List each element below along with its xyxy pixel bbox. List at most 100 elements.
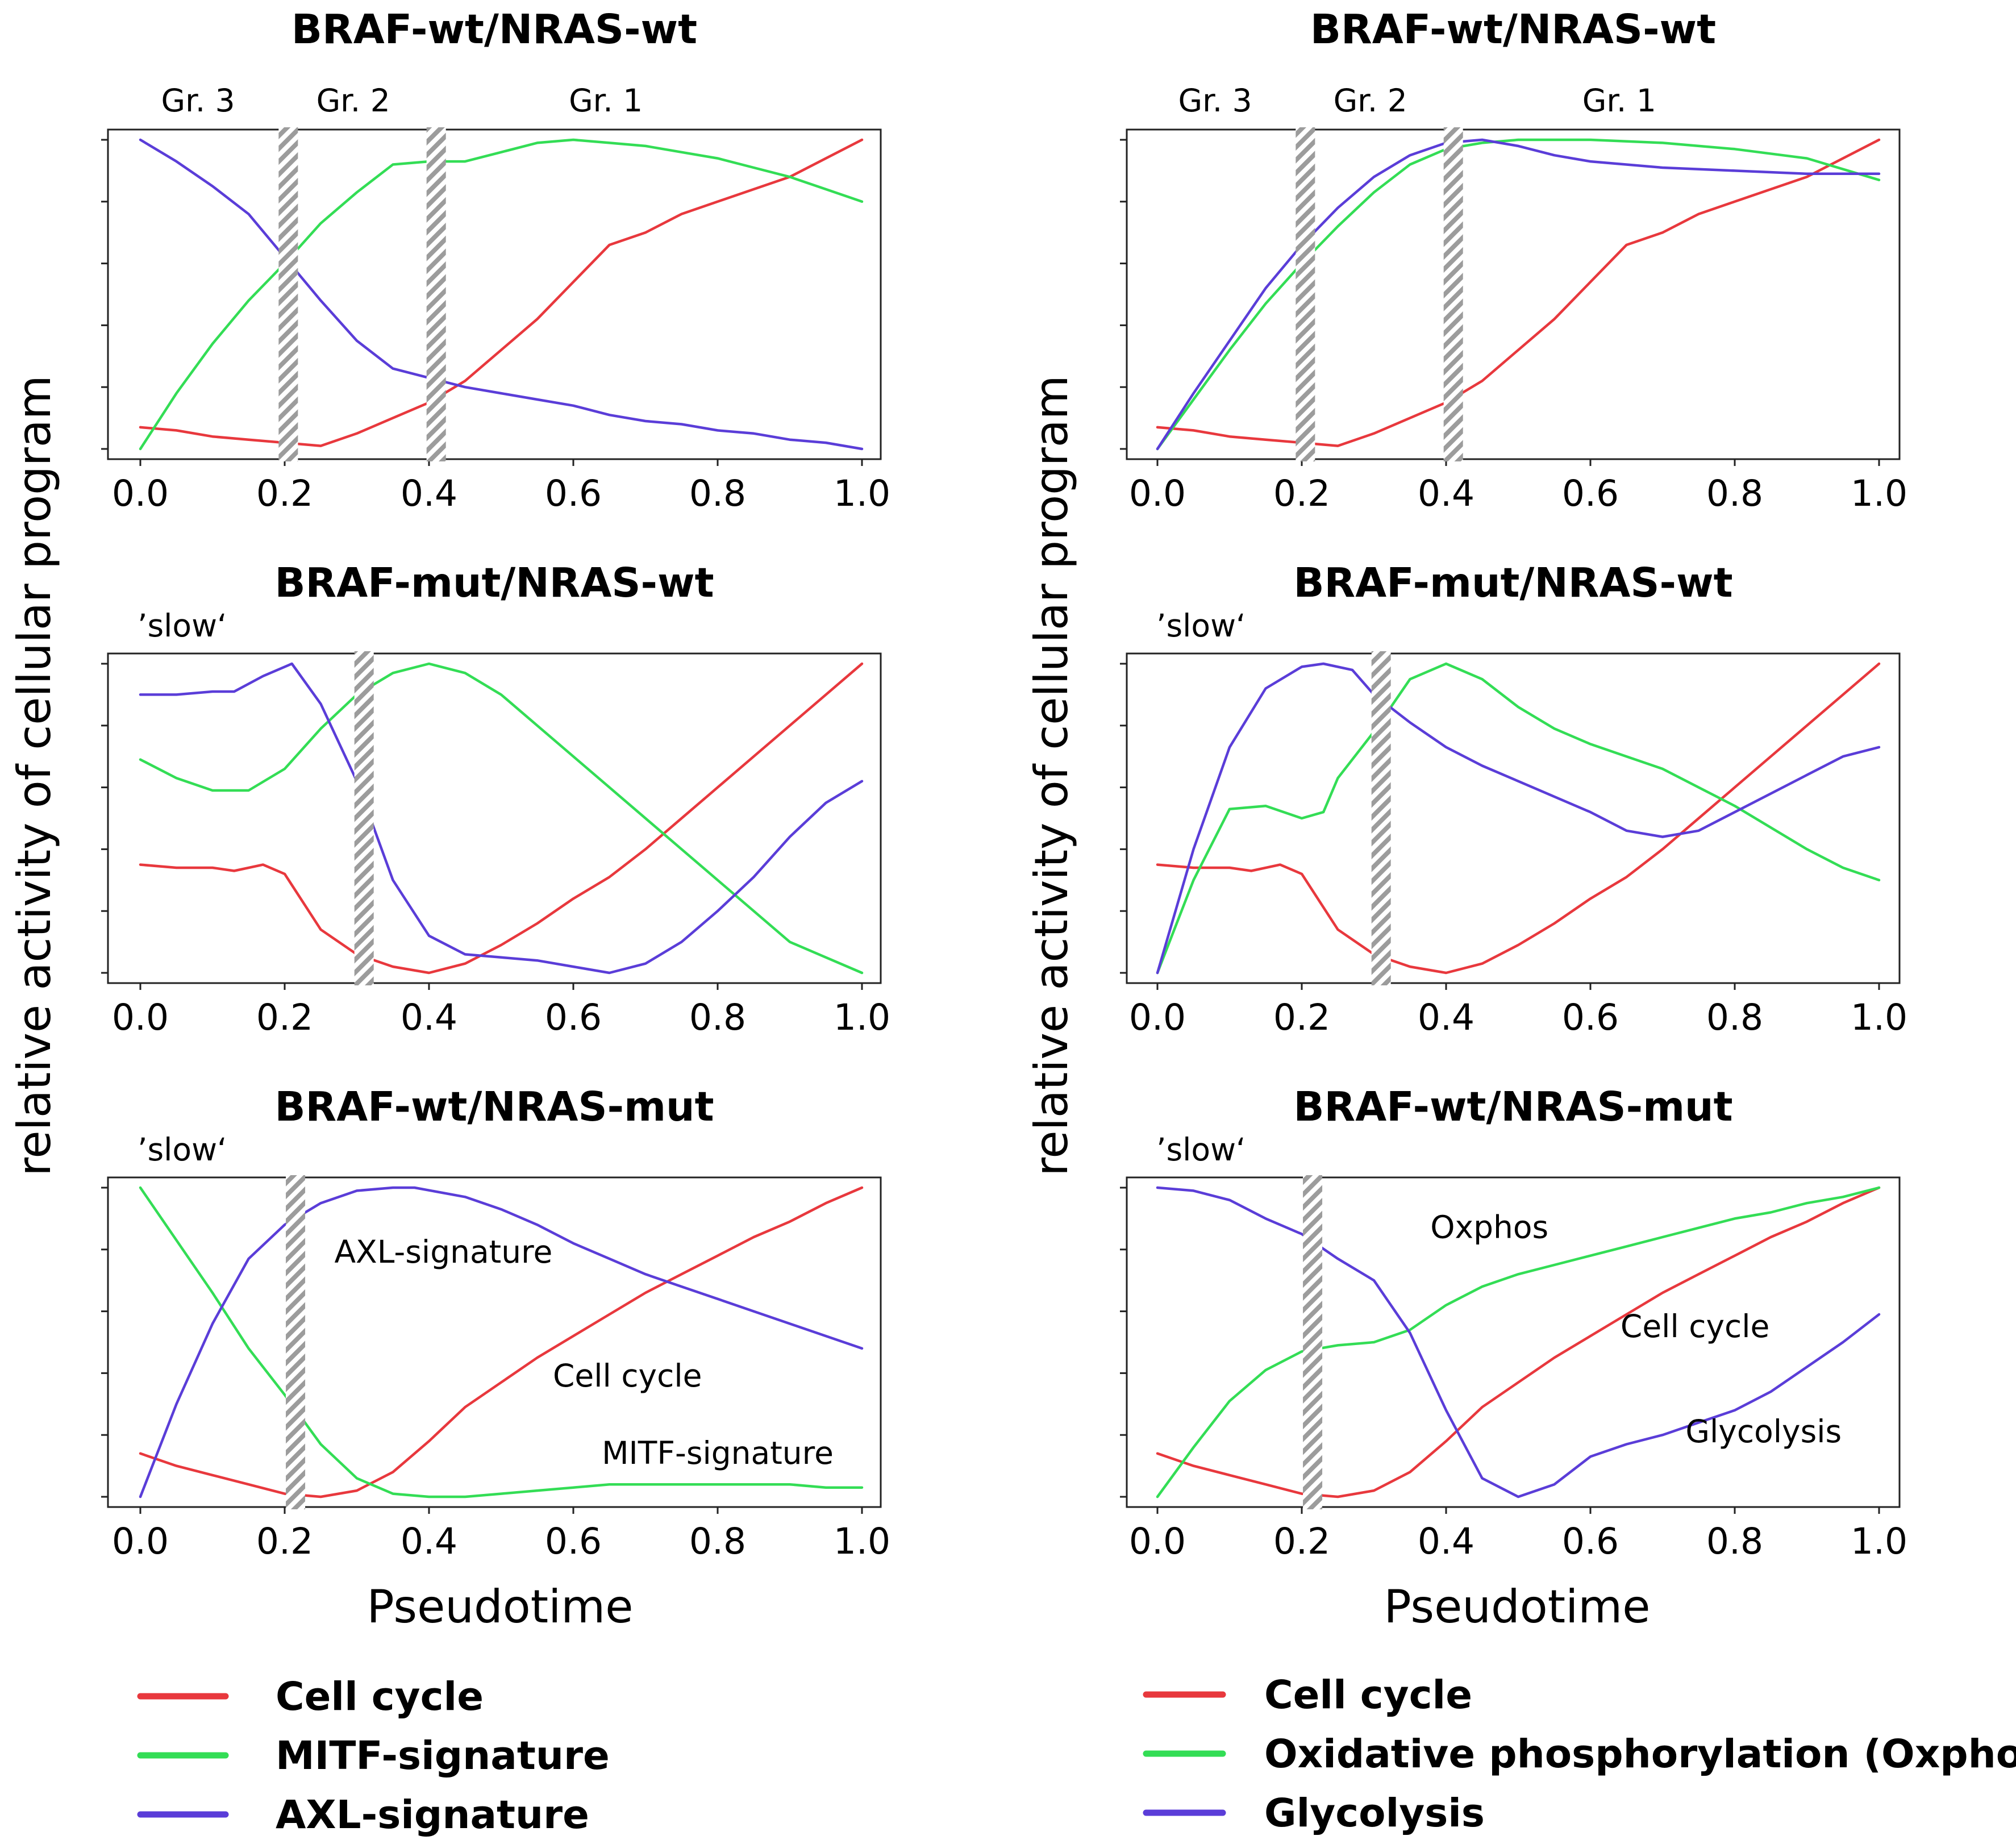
chart-title: BRAF-mut/NRAS-wt bbox=[274, 559, 714, 606]
group-label-gr-2: Gr. 2 bbox=[1334, 82, 1407, 119]
group-label-gr-3: Gr. 3 bbox=[1178, 82, 1252, 119]
series-line-glycolysis bbox=[1156, 1186, 1881, 1498]
slow-note: ’slow‘ bbox=[138, 1131, 227, 1168]
chart-panel-5: BRAF-wt/NRAS-mut ’slow‘ 0.0 0.2 0.4 0.6 0.8 1.0… bbox=[101, 1083, 890, 1562]
chart-title: BRAF-wt/NRAS-wt bbox=[1310, 6, 1716, 53]
y-axis-label-right: relative activity of cellular program bbox=[1025, 375, 1078, 1176]
x-tick-label: 0.2 bbox=[256, 1521, 313, 1562]
x-tick-label: 0.8 bbox=[689, 1521, 746, 1562]
plot-frame bbox=[107, 1176, 882, 1508]
chart-title: BRAF-wt/NRAS-mut bbox=[274, 1083, 714, 1130]
legend-left: Cell cycle MITF-signature AXL-signature bbox=[137, 1674, 610, 1838]
legend-right: Cell cycle Oxidative phosphorylation (Oxp… bbox=[1143, 1672, 2016, 1836]
x-axis-label-left: Pseudotime bbox=[367, 1580, 634, 1633]
group-separator bbox=[354, 651, 374, 985]
group-separator bbox=[1296, 127, 1315, 461]
series-line-mitf-signature bbox=[139, 138, 864, 451]
plot-frame bbox=[107, 128, 882, 460]
series-line-cell-cycle bbox=[1156, 1186, 1881, 1498]
x-tick-label: 0.8 bbox=[689, 997, 746, 1038]
x-tick-label: 1.0 bbox=[834, 997, 890, 1038]
x-tick-label: 0.2 bbox=[1273, 1521, 1330, 1562]
group-separator bbox=[1371, 651, 1391, 985]
x-tick-label: 0.6 bbox=[1562, 473, 1619, 514]
series-line-glycolysis bbox=[1156, 138, 1881, 451]
series-line-cell-cycle bbox=[1156, 662, 1881, 975]
group-label-gr-1: Gr. 1 bbox=[1582, 82, 1656, 119]
x-tick-label: 0.6 bbox=[1562, 1521, 1619, 1562]
x-tick-label: 0.6 bbox=[545, 997, 602, 1038]
x-tick-label: 1.0 bbox=[834, 1521, 890, 1562]
x-tick-label: 0.6 bbox=[1562, 997, 1619, 1038]
chart-panel-4: BRAF-mut/NRAS-wt ’slow‘ 0.0 0.2 0.4 0.6 0.8 1.0 bbox=[1120, 559, 1907, 1038]
x-tick-label: 0.4 bbox=[401, 997, 457, 1038]
series-line-oxidative-phosphorylation-oxphos bbox=[1156, 138, 1881, 451]
x-tick-label: 0.4 bbox=[1418, 997, 1474, 1038]
series-line-glycolysis bbox=[1156, 662, 1881, 975]
chart-panel-2: BRAF-wt/NRAS-wt Gr. 3 Gr. 2 Gr. 1 0.0 0.2 0.4 0… bbox=[1120, 6, 1907, 514]
x-tick-label: 0.0 bbox=[112, 997, 169, 1038]
series-line-mitf-signature bbox=[139, 662, 864, 975]
x-tick-label: 1.0 bbox=[1851, 1521, 1907, 1562]
x-tick-label: 0.0 bbox=[1129, 997, 1186, 1038]
annotation-mitf-signature: MITF-signature bbox=[602, 1435, 834, 1471]
x-tick-label: 0.0 bbox=[112, 1521, 169, 1562]
legend-label-cell-cycle: Cell cycle bbox=[1264, 1672, 1472, 1718]
chart-title: BRAF-mut/NRAS-wt bbox=[1293, 559, 1732, 606]
x-tick-label: 0.4 bbox=[1418, 1521, 1474, 1562]
legend-label-glycolysis: Glycolysis bbox=[1264, 1791, 1485, 1836]
x-tick-label: 0.8 bbox=[1706, 1521, 1763, 1562]
annotation-cell-cycle: Cell cycle bbox=[1621, 1308, 1769, 1345]
slow-note: ’slow‘ bbox=[1156, 1131, 1246, 1168]
group-separator bbox=[1303, 1175, 1323, 1509]
annotation-cell-cycle: Cell cycle bbox=[553, 1358, 702, 1394]
x-tick-label: 0.6 bbox=[545, 1521, 602, 1562]
series-line-cell-cycle bbox=[1156, 138, 1881, 447]
group-separator bbox=[426, 127, 446, 461]
annotation-oxphos: Oxphos bbox=[1430, 1209, 1548, 1246]
chart-title: BRAF-wt/NRAS-mut bbox=[1293, 1083, 1732, 1130]
series-line-axl-signature bbox=[139, 138, 864, 451]
plot-frame bbox=[1126, 128, 1901, 460]
group-label-gr-3: Gr. 3 bbox=[161, 82, 235, 119]
series-line-oxidative-phosphorylation-oxphos bbox=[1156, 662, 1881, 975]
x-tick-label: 0.8 bbox=[689, 473, 746, 514]
plot-frame bbox=[1126, 1176, 1901, 1508]
chart-panel-1: BRAF-wt/NRAS-wt Gr. 3 Gr. 2 Gr. 1 0.0 0.2 0.4 0… bbox=[101, 6, 890, 514]
group-separator bbox=[278, 127, 298, 461]
group-label-gr-2: Gr. 2 bbox=[316, 82, 390, 119]
series-line-oxidative-phosphorylation-oxphos bbox=[1156, 1186, 1881, 1498]
x-tick-label: 0.6 bbox=[545, 473, 602, 514]
x-axis-label-right: Pseudotime bbox=[1384, 1580, 1651, 1633]
group-separator bbox=[286, 1175, 306, 1509]
x-tick-label: 0.0 bbox=[1129, 473, 1186, 514]
group-label-gr-1: Gr. 1 bbox=[569, 82, 643, 119]
legend-label-mitf-signature: MITF-signature bbox=[276, 1733, 610, 1779]
slow-note: ’slow‘ bbox=[1156, 607, 1246, 644]
x-tick-label: 0.8 bbox=[1706, 473, 1763, 514]
annotation-glycolysis: Glycolysis bbox=[1685, 1413, 1842, 1450]
x-tick-label: 1.0 bbox=[834, 473, 890, 514]
chart-panel-6: BRAF-wt/NRAS-mut ’slow‘ 0.0 0.2 0.4 0.6 0.8 1.0… bbox=[1120, 1083, 1907, 1562]
annotation-axl-signature: AXL-signature bbox=[334, 1234, 552, 1270]
x-tick-label: 0.4 bbox=[401, 473, 457, 514]
plot-frame bbox=[1126, 652, 1901, 984]
group-separator bbox=[1443, 127, 1463, 461]
x-tick-label: 0.4 bbox=[1418, 473, 1474, 514]
chart-title: BRAF-wt/NRAS-wt bbox=[291, 6, 697, 53]
plot-frame bbox=[107, 652, 882, 984]
x-tick-label: 1.0 bbox=[1851, 997, 1907, 1038]
x-tick-label: 0.2 bbox=[1273, 473, 1330, 514]
slow-note: ’slow‘ bbox=[138, 607, 227, 644]
series-line-cell-cycle bbox=[139, 1186, 864, 1498]
series-line-axl-signature bbox=[139, 1186, 864, 1498]
x-tick-label: 0.0 bbox=[112, 473, 169, 514]
x-tick-label: 0.8 bbox=[1706, 997, 1763, 1038]
chart-panel-3: BRAF-mut/NRAS-wt ’slow‘ 0.0 0.2 0.4 0.6 0.8 1.0 bbox=[101, 559, 890, 1038]
x-tick-label: 0.0 bbox=[1129, 1521, 1186, 1562]
series-line-cell-cycle bbox=[139, 138, 864, 447]
x-tick-label: 0.2 bbox=[1273, 997, 1330, 1038]
series-line-cell-cycle bbox=[139, 662, 864, 975]
legend-label-axl-signature: AXL-signature bbox=[276, 1792, 589, 1838]
